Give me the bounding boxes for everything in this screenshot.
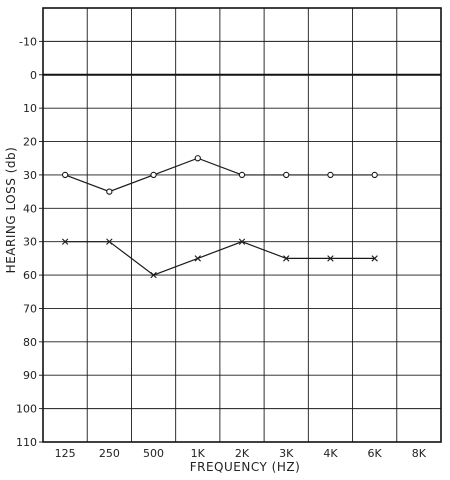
plot-frame — [42, 7, 442, 443]
data-point-cross — [150, 271, 157, 279]
data-point-circle — [61, 171, 69, 179]
y-tick-label: 20 — [23, 136, 37, 149]
data-point-cross — [106, 238, 113, 245]
y-tick-label: -10 — [19, 35, 37, 48]
data-point-circle — [371, 171, 378, 179]
y-tick-label: 10 — [23, 102, 37, 115]
x-tick-label: 2K — [235, 447, 250, 460]
data-point-cross — [283, 255, 290, 262]
y-tick-label: 30 — [23, 236, 37, 249]
x-axis-label: FREQUENCY (HZ) — [190, 460, 301, 474]
x-tick-label: 1K — [191, 447, 206, 460]
y-tick-label: 100 — [16, 403, 37, 416]
y-tick-label: 30 — [23, 169, 37, 182]
y-tick-label: 60 — [23, 269, 37, 282]
x-tick-labels: 125 250 500 1K 2K 3K 4K 6K 8K — [55, 447, 427, 460]
data-point-cross — [194, 255, 201, 262]
data-point-circle — [194, 155, 201, 162]
x-tick-label: 8K — [412, 447, 427, 460]
data-point-circle — [106, 188, 113, 195]
grid — [39, 7, 442, 443]
data-point-circle — [283, 171, 290, 179]
data-point-circle — [150, 171, 157, 179]
y-tick-label: 40 — [23, 202, 37, 215]
x-tick-label: 4K — [323, 447, 338, 460]
data-point-circle — [238, 171, 246, 179]
x-tick-label: 250 — [99, 447, 120, 460]
data-point-cross — [61, 238, 69, 245]
x-tick-label: 125 — [55, 447, 76, 460]
y-tick-label: 110 — [16, 436, 37, 449]
x-tick-label: 6K — [368, 447, 383, 460]
data-point-cross — [327, 255, 334, 262]
series-layer — [61, 155, 378, 279]
y-axis-label: HEARING LOSS (db) — [4, 147, 18, 274]
y-tick-label: 80 — [23, 336, 37, 349]
data-point-circle — [327, 171, 334, 179]
y-tick-label: 0 — [30, 69, 37, 82]
y-tick-label: 70 — [23, 302, 37, 315]
series-line-circles — [64, 157, 375, 193]
series-line-crosses — [65, 241, 375, 276]
y-tick-labels: -10 0 10 20 30 40 30 60 70 80 90 100 110 — [16, 35, 37, 449]
data-point-cross — [371, 255, 378, 262]
data-point-cross — [238, 238, 246, 245]
x-tick-label: 3K — [279, 447, 294, 460]
y-tick-label: 90 — [23, 369, 37, 382]
x-tick-label: 500 — [143, 447, 164, 460]
